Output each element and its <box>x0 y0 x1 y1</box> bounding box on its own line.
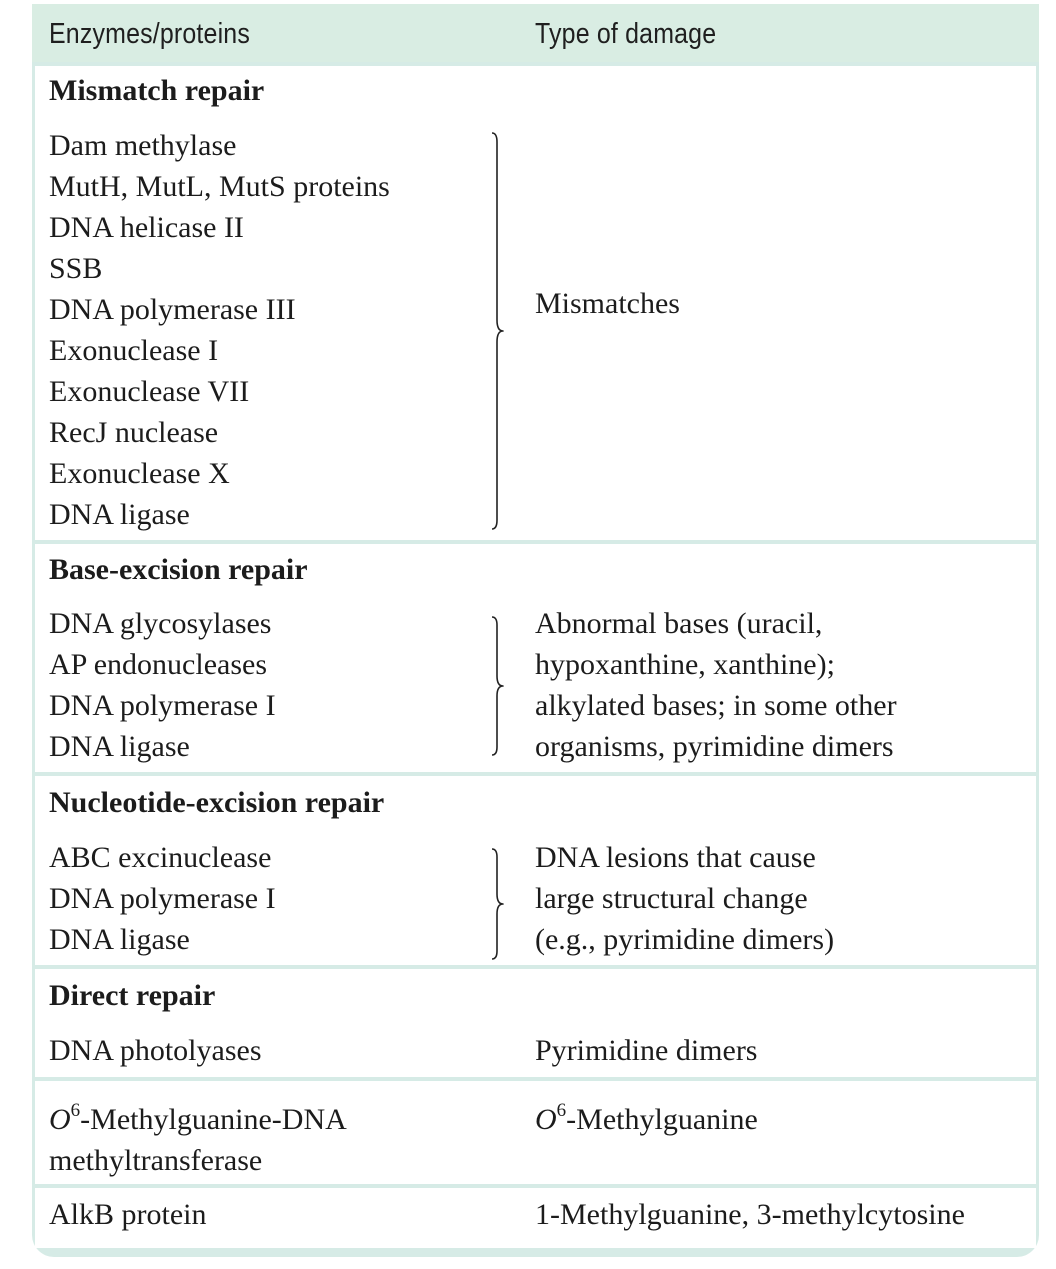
section-title: Nucleotide-excision repair <box>49 786 385 819</box>
enzyme-item: DNA photolyases <box>49 1034 262 1067</box>
section-title: Mismatch repair <box>49 74 265 107</box>
enzyme-name-rest: -Methylguanine-DNA <box>80 1103 347 1136</box>
enzyme-item: DNA polymerase I <box>49 882 276 915</box>
enzyme-item: DNA polymerase I <box>49 689 276 722</box>
enzyme-item: DNA ligase <box>49 923 190 956</box>
damage-name-rest: -Methylguanine <box>566 1103 758 1136</box>
damage-text: DNA lesions that cause <box>535 841 816 874</box>
curly-brace-icon <box>491 616 504 756</box>
column-header-enzymes: Enzymes/proteins <box>49 18 250 50</box>
damage-text: Abnormal bases (uracil, <box>535 607 823 640</box>
superscript: 6 <box>70 1100 81 1121</box>
enzyme-item: O6-Methylguanine-DNA <box>49 1099 347 1140</box>
superscript: 6 <box>556 1100 567 1121</box>
section-direct-repair: Direct repair DNA photolyases Pyrimidine… <box>35 969 1036 1077</box>
curly-brace-icon <box>491 132 504 530</box>
damage-text: alkylated bases; in some other <box>535 689 897 722</box>
section-base-excision-repair: Base-excision repair DNA glycosylases AP… <box>35 544 1036 772</box>
enzyme-item: MutH, MutL, MutS proteins <box>49 170 390 203</box>
enzyme-item: DNA glycosylases <box>49 607 272 640</box>
damage-text: organisms, pyrimidine dimers <box>535 730 894 763</box>
enzyme-item: SSB <box>49 252 103 285</box>
damage-text: O6-Methylguanine <box>535 1099 758 1140</box>
section-title: Direct repair <box>49 979 216 1012</box>
curly-brace-icon <box>491 848 504 960</box>
enzyme-item: Exonuclease X <box>49 457 230 490</box>
o-symbol: O <box>535 1103 557 1136</box>
enzyme-item: Dam methylase <box>49 129 237 162</box>
enzyme-item: Exonuclease I <box>49 334 219 367</box>
enzyme-item: ABC excinuclease <box>49 841 272 874</box>
table-header: Enzymes/proteins Type of damage <box>32 4 1039 62</box>
damage-text: Mismatches <box>535 287 680 320</box>
row-methyltransferase: O6-Methylguanine-DNA methyltransferase O… <box>35 1081 1036 1184</box>
damage-text: 1-Methylguanine, 3-methylcytosine <box>535 1198 965 1231</box>
enzyme-item: DNA ligase <box>49 730 190 763</box>
column-header-damage: Type of damage <box>535 18 717 50</box>
enzyme-item: DNA ligase <box>49 498 190 531</box>
damage-text: large structural change <box>535 882 808 915</box>
table-frame: Enzymes/proteins Type of damage Mismatch… <box>32 4 1039 1257</box>
section-mismatch-repair: Mismatch repair Dam methylase MutH, MutL… <box>35 66 1036 540</box>
enzyme-item: DNA polymerase III <box>49 293 296 326</box>
enzyme-item-line2: methyltransferase <box>49 1144 263 1177</box>
enzyme-item: Exonuclease VII <box>49 375 250 408</box>
damage-text: hypoxanthine, xanthine); <box>535 648 835 681</box>
enzyme-item: DNA helicase II <box>49 211 244 244</box>
enzyme-item: RecJ nuclease <box>49 416 219 449</box>
row-alkb: AlkB protein 1-Methylguanine, 3-methylcy… <box>35 1188 1036 1248</box>
damage-text: Pyrimidine dimers <box>535 1034 758 1067</box>
section-nucleotide-excision-repair: Nucleotide-excision repair ABC excinucle… <box>35 776 1036 965</box>
section-title: Base-excision repair <box>49 553 308 586</box>
o-symbol: O <box>49 1103 71 1136</box>
enzyme-item: AP endonucleases <box>49 648 267 681</box>
damage-text: (e.g., pyrimidine dimers) <box>535 923 835 956</box>
enzyme-item: AlkB protein <box>49 1198 207 1231</box>
